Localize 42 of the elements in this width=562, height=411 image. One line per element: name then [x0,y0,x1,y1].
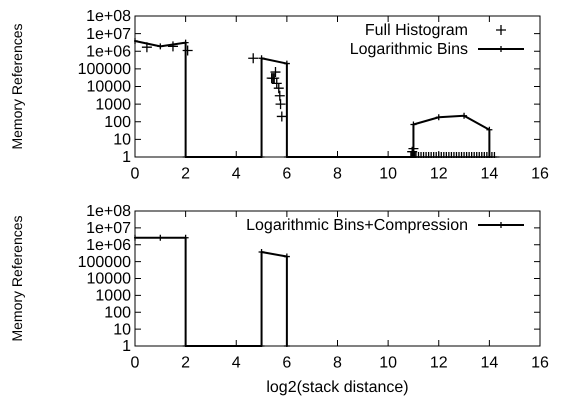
y-tick-label: 1e+08 [86,203,132,220]
x-tick-label: 4 [232,354,241,372]
y-tick-label: 1 [122,149,132,166]
x-tick-label: 16 [531,354,549,372]
legend-label: Logarithmic Bins [350,41,468,58]
y-tick-label: 10 [113,131,132,148]
y-tick-label: 1e+06 [86,236,132,254]
x-tick-label: 14 [480,354,498,372]
y-tick-label: 100 [104,304,132,322]
y-tick-label: 1000 [95,287,132,304]
y-tick-label: 1e+07 [86,26,132,43]
x-tick-label: 10 [379,354,398,372]
x-tick-label: 16 [531,165,549,182]
y-tick-label: 100000 [78,60,132,78]
y-tick-label: 100 [104,114,132,131]
x-tick-label: 6 [282,354,292,372]
x-tick-label: 14 [480,165,498,182]
y-tick-label: 10000 [86,78,132,96]
y-tick-label: 1e+07 [86,220,132,237]
x-tick-label: 4 [232,165,241,182]
y-tick-label: 100000 [78,254,132,271]
x-tick-label: 2 [181,165,190,182]
x-tick-label: 0 [130,165,140,182]
y-tick-label: 1e+06 [86,43,132,60]
y-tick-label: 1000 [95,96,132,114]
y-axis-title: Memory References [9,23,25,150]
legend-label: Logarithmic Bins+Compression [246,217,468,234]
x-tick-label: 0 [130,354,140,372]
x-tick-label: 12 [430,165,448,182]
x-tick-label: 6 [282,165,292,182]
y-tick-label: 1e+08 [86,8,132,26]
x-axis-title: log2(stack distance) [266,379,409,396]
y-axis-title: Memory References [9,215,25,342]
x-tick-label: 8 [333,165,342,182]
x-tick-label: 10 [379,165,398,182]
legend-label: Full Histogram [364,22,468,39]
x-tick-label: 12 [430,354,448,372]
y-tick-label: 1 [122,338,132,356]
x-tick-label: 2 [181,354,190,372]
y-tick-label: 10000 [86,270,132,288]
x-tick-label: 8 [333,354,342,372]
y-tick-label: 10 [113,321,132,338]
